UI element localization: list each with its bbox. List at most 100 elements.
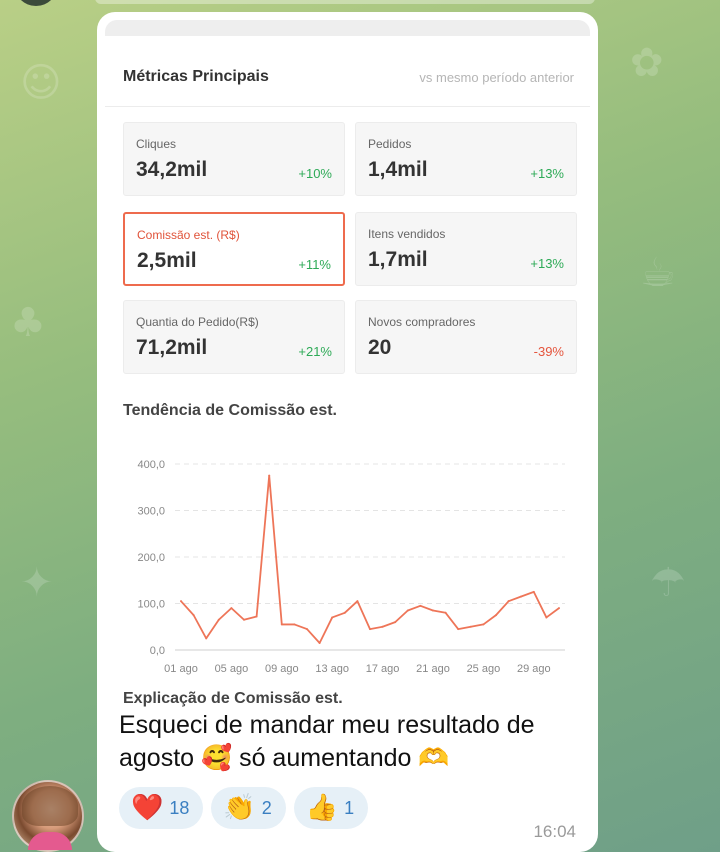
x-tick-label: 13 ago: [315, 663, 349, 675]
data-point: [406, 609, 409, 612]
data-point: [205, 637, 208, 640]
data-point: [192, 614, 195, 617]
sender-avatar[interactable]: [12, 780, 84, 852]
data-point: [545, 616, 548, 619]
reaction-thumbs-up[interactable]: 👍 1: [293, 787, 369, 829]
metric-label: Novos compradores: [368, 315, 476, 329]
reaction-count: 2: [261, 797, 272, 818]
trend-title: Tendência de Comissão est.: [123, 402, 337, 419]
metric-change: +13%: [530, 166, 564, 181]
y-tick-label: 0,0: [150, 645, 165, 657]
data-point: [532, 590, 535, 593]
metrics-comparison-label: vs mesmo período anterior: [419, 70, 574, 85]
reaction-clap[interactable]: 👏 2: [211, 787, 286, 829]
metric-change: +21%: [298, 344, 332, 359]
section-title: Explicação de Comissão est.: [123, 690, 343, 707]
y-tick-label: 100,0: [137, 599, 165, 611]
metric-card-clicks: Cliques 34,2mil +10%: [123, 122, 345, 196]
reaction-count: 1: [344, 797, 355, 818]
data-point: [343, 611, 346, 614]
clapping-hands-icon: 👏: [223, 793, 256, 823]
metric-value: 2,5mil: [137, 249, 197, 272]
metric-card-new-buyers: Novos compradores 20 -39%: [355, 300, 577, 374]
data-point: [356, 600, 359, 603]
attached-screenshot[interactable]: Métricas Principais vs mesmo período ant…: [105, 20, 590, 710]
metric-change: +10%: [298, 166, 332, 181]
metric-value: 34,2mil: [136, 158, 208, 181]
data-point: [444, 611, 447, 614]
heart-icon: ❤️: [131, 793, 164, 823]
reaction-count: 18: [169, 797, 190, 818]
screenshot-top-bar: [105, 20, 590, 36]
metric-value: 20: [368, 336, 392, 359]
data-point: [331, 616, 334, 619]
previous-avatar-edge: [14, 0, 58, 6]
metric-card-order-amount: Quantia do Pedido(R$) 71,2mil +21%: [123, 300, 345, 374]
metric-label: Itens vendidos: [368, 227, 446, 241]
data-point: [520, 595, 523, 598]
x-tick-label: 25 ago: [467, 663, 501, 675]
message-bubble[interactable]: Métricas Principais vs mesmo período ant…: [97, 12, 598, 852]
avatar-shirt: [28, 832, 72, 850]
reaction-heart[interactable]: ❤️ 18: [119, 787, 204, 829]
background-doodle-icon: ✦: [20, 560, 54, 606]
data-point: [243, 618, 245, 621]
thumbs-up-icon: 👍: [305, 793, 339, 823]
data-point: [381, 625, 384, 628]
metric-card-commission: Comissão est. (R$) 2,5mil +11%: [123, 212, 345, 286]
metric-label: Comissão est. (R$): [137, 228, 240, 242]
data-point: [394, 621, 397, 624]
metric-value: 1,4mil: [368, 158, 428, 181]
series-line: [180, 474, 560, 644]
data-point: [306, 628, 308, 631]
x-tick-label: 05 ago: [215, 663, 249, 675]
metric-change: -39%: [533, 344, 564, 359]
x-tick-label: 01 ago: [164, 663, 198, 675]
data-point: [495, 614, 497, 617]
metric-value: 1,7mil: [368, 248, 428, 271]
data-point: [293, 623, 296, 626]
data-point: [457, 628, 460, 631]
reactions-bar: ❤️ 18 👏 2 👍 1: [119, 787, 369, 829]
message-timestamp: 16:04: [533, 822, 576, 841]
metric-change: +13%: [530, 256, 564, 271]
avatar-hair: [22, 786, 78, 826]
data-point: [369, 628, 371, 631]
data-point: [280, 623, 283, 626]
metric-change: +11%: [298, 257, 331, 272]
background-doodle-icon: ☕: [640, 250, 676, 296]
metric-label: Cliques: [136, 137, 177, 151]
data-point: [482, 623, 485, 626]
top-edge: [0, 0, 720, 8]
data-point: [230, 607, 233, 610]
data-point: [180, 600, 182, 603]
data-point: [217, 618, 220, 621]
x-tick-label: 21 ago: [416, 663, 450, 675]
data-point: [255, 615, 258, 618]
metric-card-orders: Pedidos 1,4mil +13%: [355, 122, 577, 196]
commission-trend-chart: 400,0 300,0 200,0 100,0 0,0 01 ago 05 ago 09 ag…: [137, 459, 565, 675]
metrics-title: Métricas Principais: [123, 68, 269, 85]
metric-label: Quantia do Pedido(R$): [136, 315, 259, 329]
background-doodle-icon: ♣: [10, 300, 46, 346]
x-tick-label: 29 ago: [517, 663, 551, 675]
message-text: Esqueci de mandar meu resultado de agost…: [119, 711, 535, 772]
data-point: [469, 625, 472, 628]
metric-card-items-sold: Itens vendidos 1,7mil +13%: [355, 212, 577, 286]
data-point: [507, 600, 510, 603]
data-point: [268, 474, 271, 477]
previous-message-edge: [95, 0, 595, 4]
metric-value: 71,2mil: [136, 336, 208, 359]
y-tick-label: 200,0: [137, 552, 165, 564]
data-point: [318, 642, 321, 645]
background-doodle-icon: ✿: [630, 40, 664, 86]
y-tick-label: 400,0: [137, 459, 165, 471]
divider: [105, 106, 590, 107]
background-doodle-icon: ☂: [650, 560, 686, 606]
metric-label: Pedidos: [368, 137, 412, 151]
data-point: [419, 604, 422, 607]
x-tick-label: 17 ago: [366, 663, 400, 675]
y-tick-label: 300,0: [137, 506, 165, 518]
data-point: [432, 609, 434, 612]
x-tick-label: 09 ago: [265, 663, 299, 675]
